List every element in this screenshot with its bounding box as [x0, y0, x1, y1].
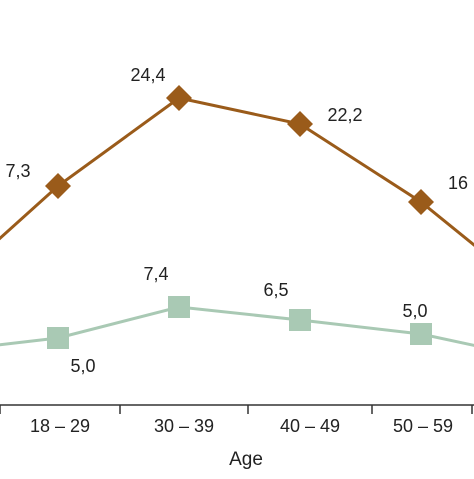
- series-1-label-1: 5,0: [70, 356, 95, 376]
- series-0-line: [0, 96, 474, 247]
- series-0-label-1: 7,3: [5, 161, 30, 181]
- x-tick-label-3: 40 – 49: [280, 416, 340, 436]
- series-1-point-2: [168, 296, 190, 318]
- series-1-label-2: 7,4: [143, 264, 168, 284]
- series-layer: [0, 85, 474, 349]
- series-1-point-4: [410, 323, 432, 345]
- series-0-point-2: [166, 85, 192, 111]
- x-axis-title: Age: [229, 449, 263, 470]
- series-1-line: [0, 305, 474, 347]
- series-1-label-4: 5,0: [402, 301, 427, 321]
- series-0-point-3: [287, 111, 313, 137]
- data-labels: 7,3 24,4 22,2 16 5,0 7,4 6,5 5,0: [5, 65, 468, 376]
- series-0-label-2: 24,4: [130, 65, 165, 85]
- x-axis-ticks: [0, 405, 473, 414]
- x-tick-label-2: 30 – 39: [154, 416, 214, 436]
- series-0-label-4: 16: [448, 173, 468, 193]
- series-0-point-4: [408, 189, 434, 215]
- series-0-label-3: 22,2: [327, 105, 362, 125]
- x-tick-label-1: 18 – 29: [30, 416, 90, 436]
- series-1-point-3: [289, 309, 311, 331]
- series-0-point-1: [45, 173, 71, 199]
- x-axis-tick-labels: 18 – 29 30 – 39 40 – 49 50 – 59: [30, 416, 453, 436]
- x-tick-label-4: 50 – 59: [393, 416, 453, 436]
- series-1-point-1: [47, 327, 69, 349]
- series-1-label-3: 6,5: [263, 280, 288, 300]
